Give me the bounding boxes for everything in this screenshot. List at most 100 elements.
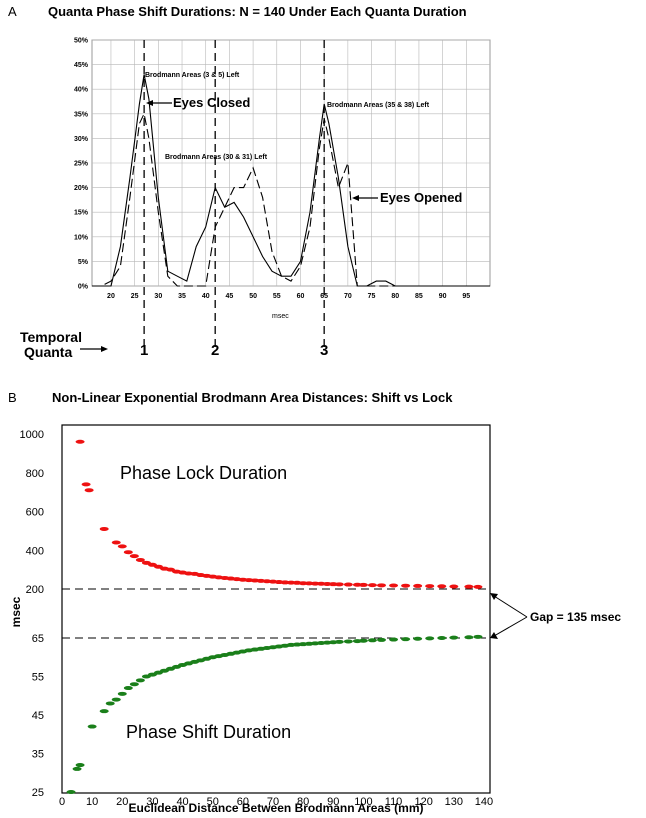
scatter-point <box>425 636 435 641</box>
x-tick-label: 140 <box>475 796 493 808</box>
y-tick-label: 25 <box>32 787 44 799</box>
x-tick-label: 10 <box>86 796 98 808</box>
x-tick-label: 50 <box>249 293 257 300</box>
panel-a-series <box>92 74 490 287</box>
scatter-point <box>129 682 139 687</box>
scatter-point <box>123 686 133 691</box>
y-tick-label: 25% <box>74 161 89 168</box>
scatter-point <box>343 582 353 587</box>
gap-arrow-lower-head <box>490 632 498 639</box>
scatter-point <box>75 439 85 444</box>
annotation-left-peak: Brodmann Areas (3 & 5) Left <box>145 72 240 79</box>
y-tick-label: 45 <box>32 710 44 722</box>
x-tick-label: 95 <box>462 293 470 300</box>
x-tick-label: 35 <box>178 293 186 300</box>
x-tick-label: 120 <box>415 796 433 808</box>
eyes-opened-arrow-head <box>352 195 359 201</box>
x-tick-label: 90 <box>327 796 339 808</box>
panel-a: A Quanta Phase Shift Durations: N = 140 … <box>8 4 491 360</box>
scatter-point <box>358 638 368 643</box>
x-tick-label: 20 <box>116 796 128 808</box>
scatter-point <box>413 636 423 641</box>
x-tick-label: 65 <box>320 293 328 300</box>
y-tick-label: 45% <box>74 62 89 69</box>
scatter-point <box>123 550 133 555</box>
scatter-point <box>84 488 94 493</box>
x-tick-label: 110 <box>385 796 403 808</box>
x-tick-label: 20 <box>107 293 115 300</box>
panel-b-title: Non-Linear Exponential Brodmann Area Dis… <box>52 390 453 405</box>
x-tick-label: 80 <box>391 293 399 300</box>
scatter-point <box>135 557 145 562</box>
panel-a-x-label: msec <box>272 313 289 320</box>
x-tick-label: 130 <box>445 796 463 808</box>
scatter-point <box>449 635 459 640</box>
x-tick-label: 60 <box>237 796 249 808</box>
y-tick-label: 15% <box>74 210 89 217</box>
y-tick-label: 10% <box>74 234 89 241</box>
quanta-numbers: 1 2 3 <box>140 342 328 359</box>
y-tick-label: 400 <box>26 545 44 557</box>
scatter-point <box>75 763 85 768</box>
series-line-dashed <box>92 112 490 287</box>
scatter-point <box>334 639 344 644</box>
y-tick-label: 65 <box>32 633 44 645</box>
y-tick-label: 600 <box>26 507 44 519</box>
y-tick-label: 55 <box>32 672 44 684</box>
temporal-quanta-line2: Quanta <box>24 344 72 360</box>
temporal-quanta-arrow-head <box>101 346 108 352</box>
x-tick-label: 40 <box>202 293 210 300</box>
y-tick-label: 0% <box>78 284 89 291</box>
scatter-point <box>129 554 139 559</box>
scatter-point <box>376 583 386 588</box>
scatter-point <box>105 701 115 706</box>
gap-arrow-upper <box>493 595 528 618</box>
y-tick-label: 30% <box>74 136 89 143</box>
eyes-closed-arrow-head <box>146 100 153 106</box>
scatter-point <box>367 638 377 643</box>
panel-a-y-tick-labels: 0% 5% 10% 15% 20% 25% 30% 35% 40% 45% 50% <box>74 38 89 291</box>
scatter-point <box>401 583 411 588</box>
gap-arrow-upper-head <box>490 593 498 600</box>
scatter-point <box>473 584 483 589</box>
panel-a-title: Quanta Phase Shift Durations: N = 140 Un… <box>48 4 467 19</box>
y-tick-label: 5% <box>78 259 89 266</box>
scatter-point <box>111 540 121 545</box>
scatter-point <box>464 635 474 640</box>
gap-arrow-lower <box>493 616 528 637</box>
scatter-point <box>389 637 399 642</box>
x-tick-label: 90 <box>439 293 447 300</box>
scatter-point <box>99 709 109 714</box>
scatter-point <box>413 583 423 588</box>
scatter-point <box>464 584 474 589</box>
annotation-right-peak: Brodmann Areas (35 & 38) Left <box>327 102 430 109</box>
y-tick-label: 50% <box>74 38 89 45</box>
y-tick-label: 35 <box>32 749 44 761</box>
annotation-eyes-opened: Eyes Opened <box>380 190 462 205</box>
y-tick-label: 200 <box>26 584 44 596</box>
x-tick-label: 45 <box>226 293 234 300</box>
panel-b: B Non-Linear Exponential Brodmann Area D… <box>8 390 621 815</box>
x-tick-label: 100 <box>354 796 372 808</box>
y-tick-label: 40% <box>74 87 89 94</box>
x-tick-label: 0 <box>59 796 65 808</box>
panel-b-plot-area <box>61 424 491 794</box>
scatter-point <box>367 583 377 588</box>
scatter-point <box>437 584 447 589</box>
quanta-number: 1 <box>140 342 148 359</box>
panel-b-y-tick-labels: 25 35 45 55 65 200 400 600 800 1000 <box>20 429 44 799</box>
phase-lock-label: Phase Lock Duration <box>120 463 287 483</box>
scatter-point <box>99 526 109 531</box>
scatter-point <box>389 583 399 588</box>
temporal-quanta-line1: Temporal <box>20 329 82 345</box>
scatter-point <box>111 697 121 702</box>
phase-shift-label: Phase Shift Duration <box>126 722 291 742</box>
scatter-point <box>358 582 368 587</box>
panel-b-y-label: msec <box>9 596 23 627</box>
panel-b-points <box>66 439 483 794</box>
scatter-point <box>66 790 76 794</box>
x-tick-label: 80 <box>297 796 309 808</box>
panel-b-letter: B <box>8 390 17 405</box>
scatter-point <box>437 636 447 640</box>
x-tick-label: 50 <box>207 796 219 808</box>
